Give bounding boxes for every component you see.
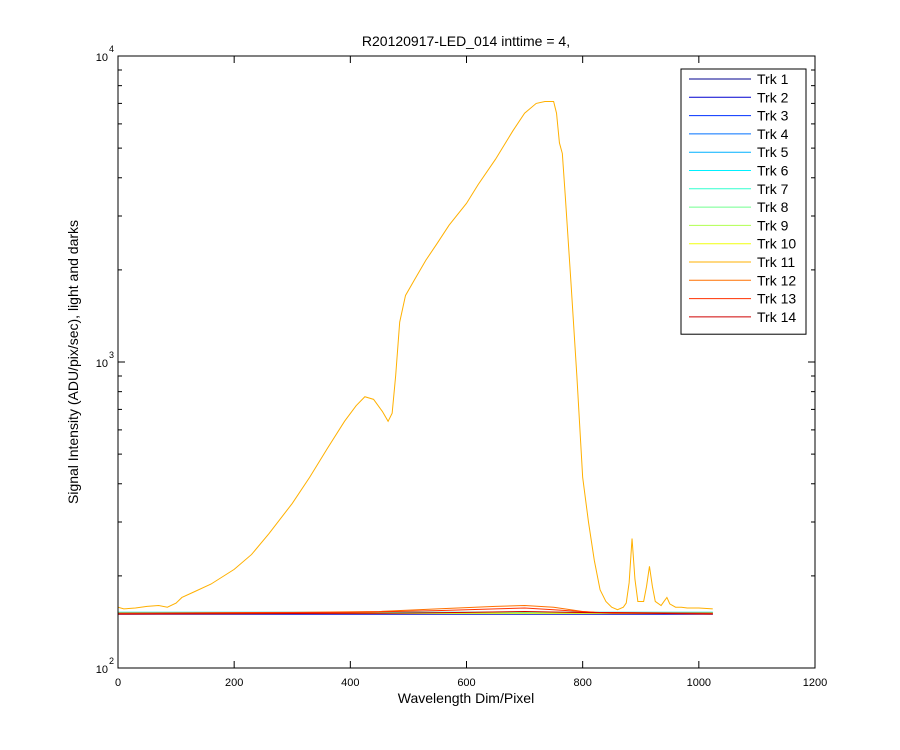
legend: Trk 1 Trk 2 Trk 3 Trk 4 Trk 5 Trk 6 Trk 7 Trk 8… (680, 68, 807, 335)
legend-label: Trk 9 (757, 217, 789, 233)
x-tick-label: 800 (573, 677, 591, 689)
y-tick-label-exponent: 4 (109, 44, 114, 54)
chart-title: R20120917-LED_014 inttime = 4, (362, 33, 570, 49)
legend-label: Trk 12 (757, 272, 796, 288)
y-axis-label: Signal Intensity (ADU/pix/sec), light an… (65, 220, 81, 504)
legend-label: Trk 13 (757, 291, 796, 307)
x-tick-label: 200 (225, 677, 243, 689)
legend-label: Trk 7 (757, 181, 789, 197)
x-tick-label: 400 (341, 677, 359, 689)
legend-label: Trk 6 (757, 163, 789, 179)
y-tick-label-exponent: 2 (109, 656, 114, 666)
legend-label: Trk 1 (757, 71, 789, 87)
legend-label: Trk 4 (757, 126, 789, 142)
y-tick-label-base: 10 (96, 358, 108, 370)
y-tick-label-base: 10 (96, 52, 108, 64)
legend-label: Trk 14 (757, 309, 796, 325)
x-tick-label: 1200 (803, 677, 827, 689)
x-tick-label: 1000 (687, 677, 711, 689)
x-axis-label: Wavelength Dim/Pixel (398, 690, 534, 706)
y-tick-label-exponent: 3 (109, 350, 114, 360)
legend-box (680, 68, 807, 335)
series-line-trk-13 (118, 607, 713, 614)
series-layer (118, 101, 713, 615)
axes-frame (117, 55, 816, 669)
series-line-trk-11 (118, 101, 713, 611)
legend-label: Trk 11 (757, 254, 795, 270)
legend-label: Trk 3 (757, 108, 789, 124)
legend-label: Trk 5 (757, 144, 789, 160)
legend-label: Trk 2 (757, 89, 789, 105)
series-line-trk-14 (118, 610, 713, 615)
legend-label: Trk 10 (757, 236, 796, 252)
x-tick-label: 600 (457, 677, 475, 689)
x-tick-label: 0 (115, 677, 121, 689)
legend-label: Trk 8 (757, 199, 789, 215)
y-tick-label-base: 10 (96, 664, 108, 676)
